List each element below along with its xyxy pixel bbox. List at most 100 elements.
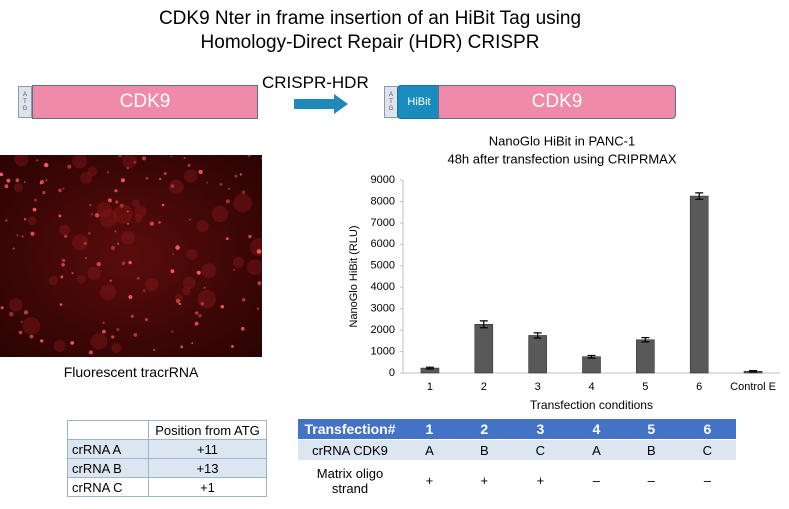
- cell-spot: [58, 214, 62, 218]
- cell-spot: [211, 205, 229, 223]
- cell-spot: [45, 179, 48, 181]
- y-tick-label: 7000: [371, 217, 395, 229]
- chart: NanoGlo HiBit in PANC-1 48h after transfe…: [348, 133, 780, 412]
- table-cell: B: [456, 439, 512, 461]
- cell-spot: [198, 314, 202, 318]
- cell-spot: [23, 181, 26, 183]
- cell-spot: [40, 339, 44, 343]
- cell-spot: [14, 155, 29, 167]
- cell-spot: [48, 275, 59, 285]
- cell-spot: [168, 179, 184, 195]
- cell-spot: [225, 237, 229, 241]
- x-tick-label: 6: [696, 381, 702, 393]
- cell-spot: [133, 160, 137, 164]
- cell-spot: [163, 172, 167, 175]
- cell-spot: [59, 224, 70, 236]
- cell-spot: [121, 231, 135, 245]
- cell-spot: [126, 166, 130, 170]
- gene-box: CDK9: [438, 85, 676, 119]
- cell-spot: [36, 159, 39, 162]
- image-caption: Fluorescent tracrRNA: [63, 364, 199, 380]
- cell-spot: [32, 207, 37, 212]
- cell-spot: [239, 173, 242, 176]
- table-cell: B: [623, 439, 679, 461]
- y-tick-label: 1000: [371, 345, 395, 357]
- cell-spot: [0, 306, 4, 310]
- cell-spot: [161, 203, 165, 207]
- cell-spot: [42, 191, 46, 195]
- cell-spot: [30, 231, 35, 236]
- gene-box: CDK9: [32, 85, 258, 119]
- y-tick-label: 8000: [371, 195, 395, 207]
- cell-spot: [16, 234, 19, 237]
- y-tick-label: 0: [389, 367, 395, 379]
- table-cell: crRNA CDK9: [298, 439, 402, 461]
- error-bar: [695, 192, 704, 200]
- arrow-shape: [294, 94, 348, 114]
- transfection-table: Transfection# 1 2 3 4 5 6 crRNA CDK9 A B C A B C Matri…: [298, 419, 736, 501]
- cell-spot: [60, 275, 64, 279]
- cell-spot: [170, 155, 173, 158]
- bar: [474, 324, 494, 374]
- cell-spot: [248, 234, 252, 239]
- cell-spot: [158, 177, 162, 181]
- cell-spot: [107, 198, 112, 203]
- cell-spot: [119, 203, 124, 208]
- cell-spot: [158, 221, 161, 224]
- bar: [528, 335, 547, 374]
- y-tick-label: 4000: [371, 281, 395, 293]
- cell-spot: [145, 177, 149, 180]
- cell-spot: [23, 218, 27, 221]
- table-cell: crRNA A: [67, 439, 149, 459]
- y-tick-label: 2000: [371, 324, 395, 336]
- slide-title: Homology-Direct Repair (HDR) CRISPR: [200, 32, 540, 53]
- cell-spot: [126, 210, 129, 213]
- y-axis-title: NanoGlo HiBit (RLU): [348, 225, 360, 327]
- cell-spot: [175, 298, 181, 304]
- cell-spot: [118, 155, 122, 158]
- table-row: crRNA CDK9 A B C A B C: [298, 439, 736, 461]
- cell-spot: [194, 321, 199, 326]
- cell-spot: [200, 302, 205, 306]
- cell-spot: [106, 171, 110, 174]
- slide-title: CDK9 Nter in frame insertion of an HiBit…: [158, 8, 582, 29]
- cell-spot: [29, 334, 34, 339]
- cell-spot: [34, 198, 38, 202]
- cell-spot: [111, 343, 122, 354]
- table-row: Position from ATG: [67, 420, 267, 440]
- cell-spot: [85, 257, 87, 259]
- cell-spot: [122, 155, 137, 169]
- cell-spot: [87, 166, 98, 177]
- cell-spot: [231, 345, 234, 348]
- table-cell: C: [678, 439, 736, 461]
- cell-spot: [121, 261, 126, 265]
- x-axis-title: Transfection conditions: [530, 398, 653, 412]
- cell-spot: [234, 174, 238, 178]
- cell-spot: [23, 310, 29, 315]
- cell-spot: [240, 326, 245, 331]
- cell-spot: [219, 182, 223, 186]
- cell-spot: [67, 164, 72, 169]
- cell-spot: [183, 157, 186, 159]
- table-cell: –: [568, 460, 624, 501]
- table-cell: +: [456, 460, 512, 501]
- arrow: [294, 94, 348, 114]
- cell-spot: [12, 247, 15, 250]
- cell-spot: [171, 330, 174, 333]
- microscopy-image: [0, 155, 262, 357]
- cell-spot: [181, 286, 191, 296]
- cell-spot: [87, 266, 101, 280]
- cell-spot: [133, 333, 138, 337]
- error-bar: [749, 370, 758, 373]
- cell-spot: [170, 184, 175, 188]
- cell-spot: [145, 278, 159, 292]
- cell-spot: [178, 302, 181, 306]
- cell-spot: [233, 193, 252, 213]
- cell-spot: [130, 314, 134, 318]
- atg-box: ATG: [18, 86, 32, 118]
- cell-spot: [18, 330, 23, 335]
- cell-spot: [260, 157, 262, 159]
- cell-spot: [203, 286, 206, 289]
- cell-spot: [175, 245, 180, 250]
- cell-spot: [109, 279, 112, 282]
